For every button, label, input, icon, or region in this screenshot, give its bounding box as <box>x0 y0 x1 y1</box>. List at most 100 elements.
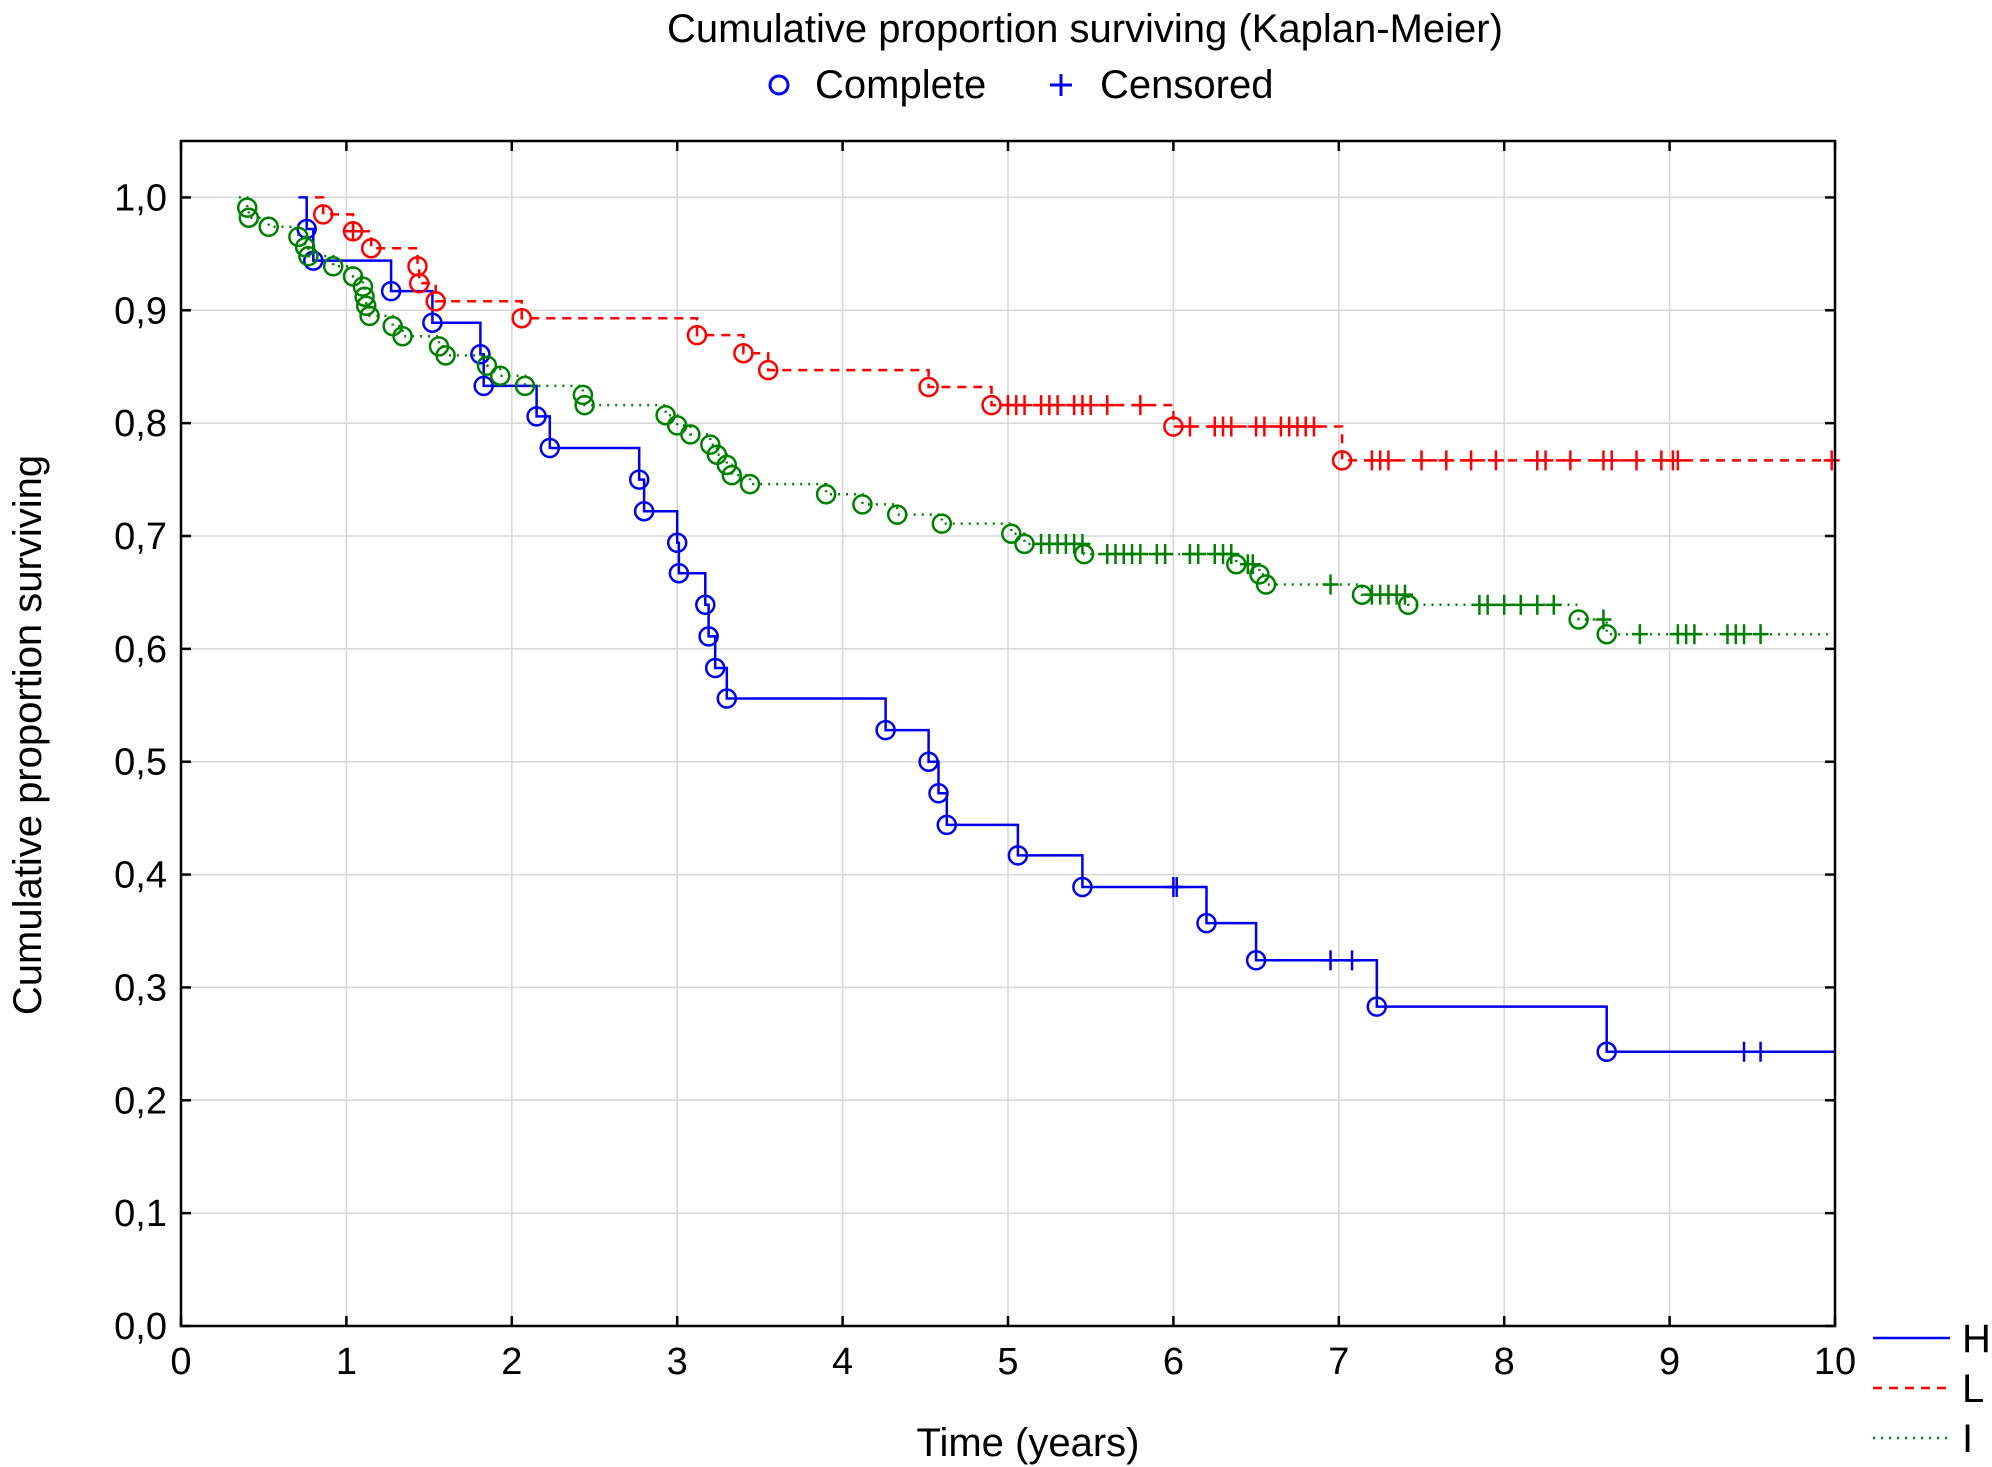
complete-marker <box>628 469 650 490</box>
x-tick-label: 7 <box>1328 1341 1349 1383</box>
censored-marker <box>1132 395 1149 416</box>
censored-marker <box>1752 624 1769 645</box>
censored-marker <box>1190 544 1207 565</box>
complete-marker <box>294 236 316 258</box>
complete-marker <box>875 719 896 741</box>
censored-marker <box>1686 624 1703 645</box>
censored-marker <box>345 221 362 242</box>
complete-marker <box>288 226 309 248</box>
y-tick-label: 0,1 <box>114 1193 167 1235</box>
censored-marker <box>1099 395 1116 416</box>
censored-marker <box>1380 450 1397 471</box>
complete-marker <box>1014 533 1035 555</box>
complete-marker <box>380 280 402 302</box>
y-tick-label: 0,5 <box>114 742 167 784</box>
complete-marker <box>1072 876 1093 898</box>
censored-marker <box>1603 450 1620 471</box>
legend-label: I <box>1962 1417 1973 1461</box>
complete-marker <box>633 500 655 522</box>
complete-marker <box>526 406 547 427</box>
complete-marker <box>655 404 676 426</box>
x-tick-label: 10 <box>1814 1341 1856 1383</box>
complete-marker <box>238 207 260 228</box>
complete-marker <box>852 494 873 515</box>
complete-marker <box>668 562 690 584</box>
censored-marker <box>1082 395 1099 416</box>
complete-marker <box>1196 912 1217 934</box>
complete-marker <box>1001 523 1022 544</box>
complete-marker <box>928 783 949 804</box>
complete-marker <box>258 216 279 238</box>
complete-marker <box>514 375 536 397</box>
complete-marker <box>392 325 413 347</box>
complete-marker <box>733 342 754 364</box>
complete-marker <box>1596 623 1617 645</box>
censored-marker <box>1396 584 1413 605</box>
legend-label: L <box>1962 1367 1984 1411</box>
chart-title: Cumulative proportion surviving (Kaplan-… <box>667 7 1503 51</box>
complete-marker <box>698 626 719 647</box>
complete-marker <box>360 237 382 259</box>
y-tick-label: 0,7 <box>114 516 167 558</box>
complete-marker <box>666 532 688 554</box>
x-tick-label: 0 <box>170 1341 191 1383</box>
legend-complete-label: Complete <box>815 63 986 107</box>
complete-marker <box>700 434 721 455</box>
y-tick-label: 0,6 <box>114 629 167 671</box>
complete-marker <box>716 688 738 709</box>
censored-marker <box>1537 450 1554 471</box>
y-axis-label: Cumulative proportion surviving <box>6 455 50 1015</box>
complete-marker <box>470 344 491 365</box>
censored-marker <box>1223 544 1240 565</box>
complete-marker <box>473 375 494 397</box>
complete-marker <box>322 256 344 277</box>
marker-legend: Complete Censored <box>768 63 1273 107</box>
censored-marker <box>1305 416 1322 437</box>
x-tick-label: 6 <box>1163 1341 1184 1383</box>
complete-marker <box>312 204 334 225</box>
censored-marker <box>1479 594 1496 615</box>
censored-marker <box>1181 416 1198 437</box>
complete-marker <box>574 394 595 416</box>
series-I <box>236 196 1835 645</box>
censored-marker <box>1628 450 1645 471</box>
series-L <box>312 196 1840 471</box>
legend-label: H <box>1962 1317 1991 1361</box>
complete-marker <box>539 437 561 459</box>
y-tick-label: 0,9 <box>114 290 167 332</box>
complete-marker <box>721 464 743 486</box>
censored-marker <box>1438 450 1455 471</box>
complete-marker <box>1245 950 1267 971</box>
series-H <box>296 196 1835 1063</box>
censored-marker <box>1631 624 1648 645</box>
censored-marker <box>1049 395 1066 416</box>
y-tick-label: 0,3 <box>114 967 167 1009</box>
complete-marker <box>236 197 258 218</box>
complete-marker <box>352 276 374 297</box>
censored-marker <box>1344 950 1361 971</box>
censored-marker <box>1463 450 1480 471</box>
y-tick-label: 0,4 <box>114 855 167 897</box>
censored-marker <box>1016 395 1033 416</box>
x-tick-label: 5 <box>997 1341 1018 1383</box>
complete-marker <box>686 324 708 346</box>
complete-marker <box>918 376 939 398</box>
censored-marker <box>1168 876 1185 897</box>
complete-marker <box>572 384 594 406</box>
censored-marker <box>1413 450 1430 471</box>
censored-marker <box>1595 609 1612 630</box>
censored-marker <box>1562 450 1579 471</box>
complete-marker <box>680 424 701 445</box>
x-tick-label: 1 <box>336 1341 357 1383</box>
complete-marker <box>695 594 716 616</box>
y-tick-label: 1,0 <box>114 177 167 219</box>
censored-marker <box>1157 544 1174 565</box>
complete-marker <box>1568 609 1589 630</box>
complete-marker <box>1366 996 1388 1017</box>
y-tick-label: 0,8 <box>114 403 167 445</box>
complete-marker <box>422 312 443 333</box>
axis-ticks: 0 1 2 3 4 5 6 7 8 9 10 0,0 0,1 0,2 0,3 0,4 0,5 0,6 0,7 0,8 0… <box>114 141 1856 1383</box>
censored-marker <box>1223 416 1240 437</box>
complete-marker <box>704 657 726 679</box>
censored-marker <box>1322 574 1339 595</box>
